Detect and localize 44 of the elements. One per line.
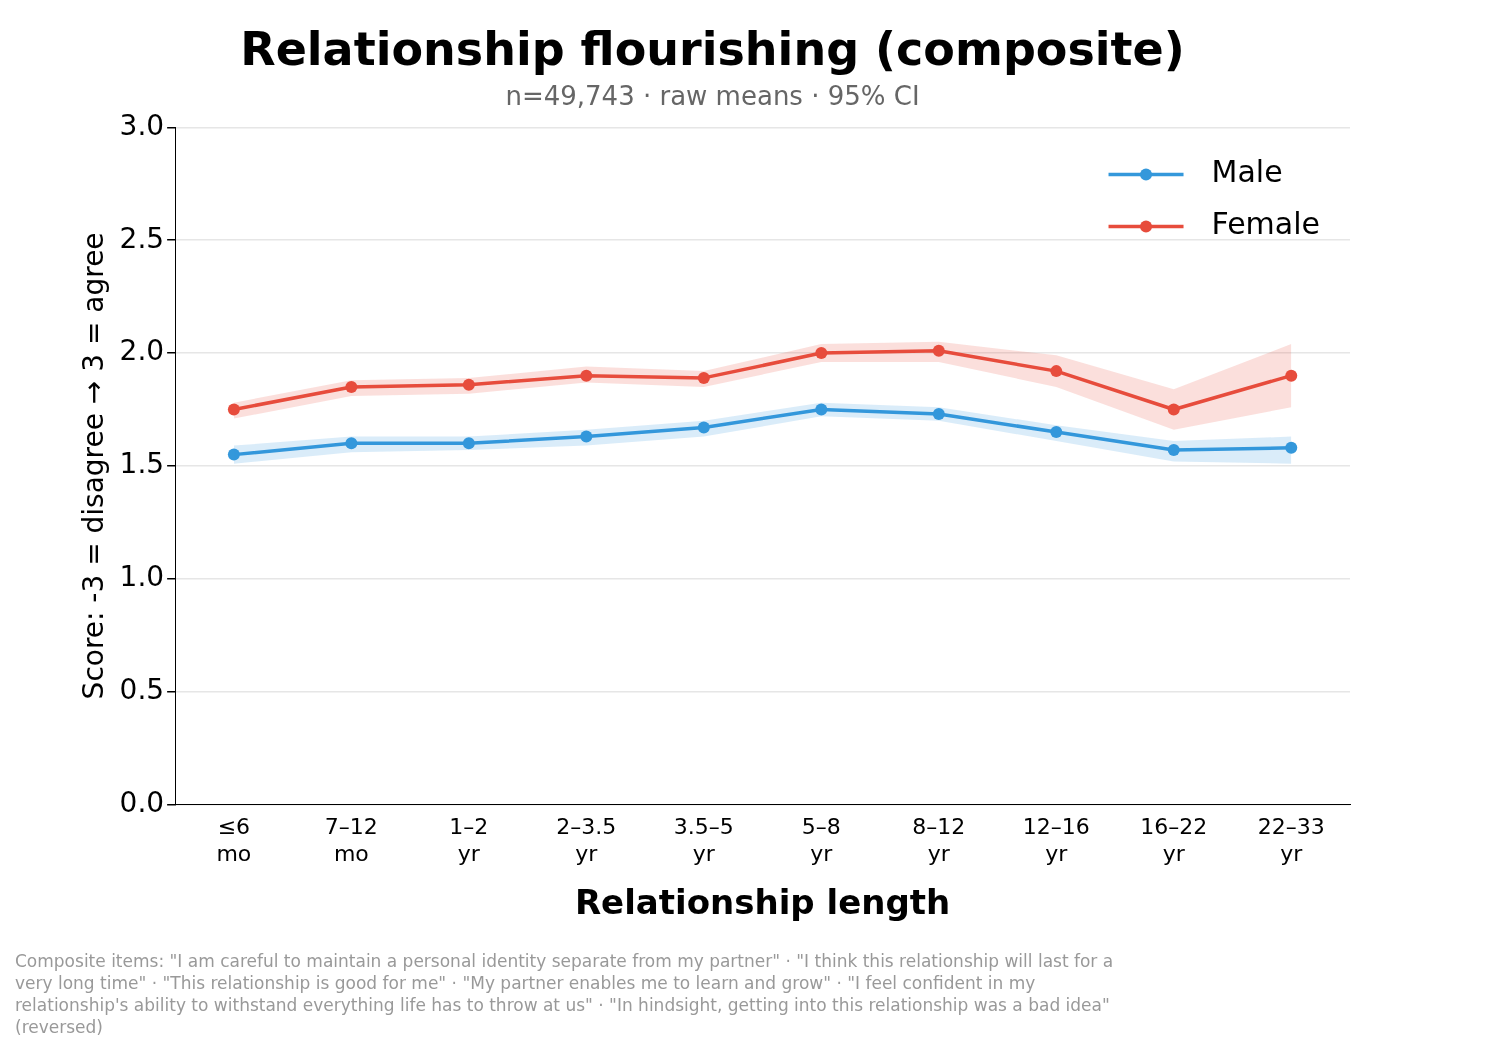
x-tick-label: ≤6 mo	[216, 814, 252, 866]
x-tick-label: 12–16 yr	[1022, 814, 1090, 866]
y-tick-label: 0.5	[119, 672, 165, 706]
point	[815, 347, 828, 360]
x-tick-label: 22–33 yr	[1257, 814, 1325, 866]
point	[1050, 365, 1063, 378]
point	[580, 430, 593, 443]
x-tick-label: 8–12 yr	[912, 814, 966, 866]
x-tick-label: 16–22 yr	[1140, 814, 1208, 866]
point	[227, 448, 240, 461]
point	[1285, 441, 1298, 454]
point	[932, 408, 945, 420]
x-tick-label: 7–12 mo	[324, 814, 378, 866]
point	[345, 437, 358, 450]
x-tick-label: 3.5–5 yr	[673, 814, 734, 866]
text: Composite items: "I am careful to maintain a personal identity separate from my partner" · "I think this relationship will last for a very long time" · "This relationship is good for me" · "My partner enables me to learn and grow" · "I feel confident in my relationship's ability to withstand everything life has to throw at us" · "In hindsight, getting into this relationship was a bad idea" (reversed)	[15, 950, 1115, 1038]
point	[697, 371, 710, 384]
y-tick-label: 2.5	[119, 221, 165, 255]
x-tick-label: 1–2 yr	[449, 814, 489, 866]
point	[345, 380, 358, 393]
chart-subtitle: n=49,743 · raw means · 95% CI	[505, 80, 920, 111]
chart-title: Relationship flourishing (composite)	[240, 21, 1185, 76]
point	[932, 344, 945, 357]
point	[580, 369, 593, 382]
y-tick-label: 1.0	[119, 560, 165, 594]
point	[1050, 426, 1063, 439]
point	[462, 437, 475, 450]
point	[1285, 369, 1298, 382]
y-tick-label: 3.0	[119, 108, 165, 142]
legend-label: Female	[1211, 206, 1321, 242]
point	[227, 403, 240, 416]
y-axis-title: Score: -3 = disagree → 3 = agree	[77, 232, 111, 700]
point	[697, 421, 710, 434]
legend-label: Male	[1211, 154, 1283, 190]
point	[462, 378, 475, 391]
y-tick-label: 2.0	[119, 334, 165, 368]
point	[1167, 403, 1180, 416]
y-tick-label: 1.5	[119, 447, 165, 481]
x-tick-label: 5–8 yr	[801, 814, 841, 866]
point	[1167, 444, 1180, 457]
x-tick-label: 2–3.5 yr	[556, 814, 617, 866]
point	[815, 403, 828, 416]
x-axis-title: Relationship length	[574, 882, 951, 923]
y-tick-label: 0.0	[119, 785, 165, 819]
